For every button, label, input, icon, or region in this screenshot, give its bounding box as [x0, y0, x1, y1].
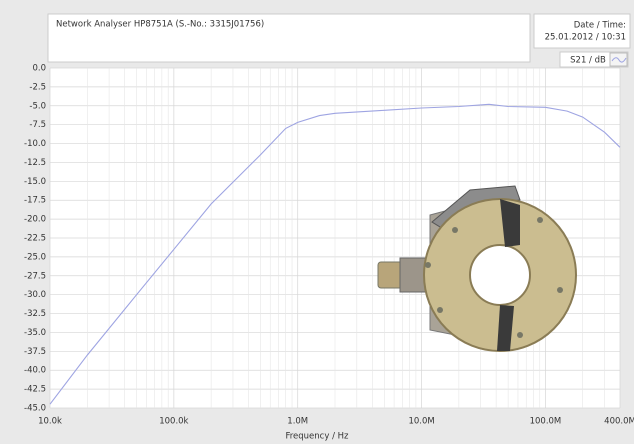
- y-tick-label: 0.0: [32, 64, 46, 74]
- x-tick-label: 100.0M: [530, 417, 562, 427]
- y-tick-label: -22.5: [24, 234, 46, 244]
- x-tick-label: 10.0k: [38, 417, 62, 427]
- chart-title: Network Analyser HP8751A (S.-No.: 3315J0…: [56, 20, 264, 30]
- x-tick-label: 1.0M: [287, 417, 308, 427]
- y-tick-label: -5.0: [29, 101, 46, 111]
- x-tick-label: 10.0M: [408, 417, 434, 427]
- y-tick-label: -15.0: [24, 177, 46, 187]
- y-tick-label: -2.5: [29, 82, 46, 92]
- y-tick-label: -37.5: [24, 347, 46, 357]
- y-tick-label: -10.0: [24, 139, 46, 149]
- y-tick-label: -17.5: [24, 196, 46, 206]
- x-tick-label: 100.0k: [159, 417, 188, 427]
- y-tick-label: -30.0: [24, 290, 46, 300]
- legend-label: S21 / dB: [570, 56, 606, 66]
- y-tick-label: -42.5: [24, 385, 46, 395]
- y-tick-label: -25.0: [24, 252, 46, 262]
- date-value: 25.01.2012 / 10:31: [545, 33, 626, 43]
- y-tick-label: -7.5: [29, 120, 46, 130]
- date-label: Date / Time:: [574, 21, 626, 31]
- x-axis-label: Frequency / Hz: [285, 432, 349, 442]
- y-tick-label: -40.0: [24, 366, 46, 376]
- date-box: [534, 14, 630, 48]
- y-tick-label: -12.5: [24, 158, 46, 168]
- x-tick-label: 400.0M: [604, 417, 634, 427]
- chart: Network Analyser HP8751A (S.-No.: 3315J0…: [0, 0, 634, 444]
- y-tick-label: -45.0: [24, 404, 46, 414]
- y-tick-label: -20.0: [24, 215, 46, 225]
- y-tick-label: -27.5: [24, 271, 46, 281]
- y-tick-label: -35.0: [24, 328, 46, 338]
- y-tick-label: -32.5: [24, 309, 46, 319]
